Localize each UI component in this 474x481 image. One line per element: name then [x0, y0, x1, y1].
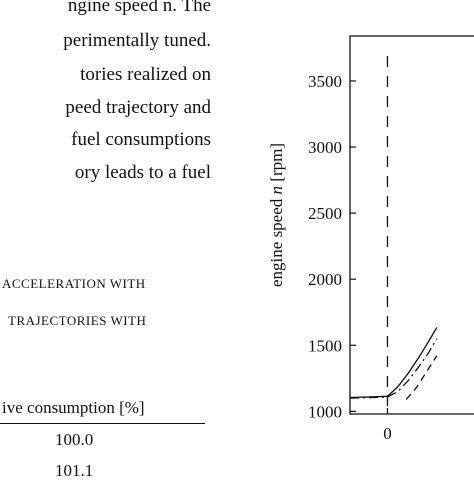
table-caption-line: ACCELERATION WITH — [2, 276, 146, 291]
x-tick-label: 0 — [383, 424, 392, 443]
y-tick-label: 2500 — [308, 204, 342, 223]
y-tick-label: 3500 — [308, 72, 342, 91]
table-cell: 100.0 — [55, 430, 94, 449]
table-rule — [0, 423, 205, 425]
paragraph-line: ngine speed n. The — [67, 0, 211, 16]
y-tick-label: 1000 — [308, 402, 342, 421]
series-line-dashed — [405, 355, 438, 400]
y-tick-label: 2000 — [308, 270, 342, 289]
y-axis-label: engine speed n [rpm] — [267, 143, 286, 287]
paragraph-line: perimentally tuned. — [63, 30, 211, 51]
paragraph-line: tories realized on — [80, 64, 211, 85]
paragraph-line: fuel consumptions — [71, 129, 211, 150]
axes-frame — [349, 35, 474, 415]
series-line-dashdot — [349, 338, 438, 399]
y-tick-label: 3000 — [308, 138, 342, 157]
table-caption-line: TRAJECTORIES WITH — [8, 313, 147, 328]
paragraph-line: peed trajectory and — [65, 97, 211, 118]
table-column-header: ive consumption [%] — [2, 398, 145, 417]
paragraph-line: ory leads to a fuel — [74, 162, 211, 183]
y-tick-label: 1500 — [308, 336, 342, 355]
series-line-solid — [349, 327, 438, 399]
